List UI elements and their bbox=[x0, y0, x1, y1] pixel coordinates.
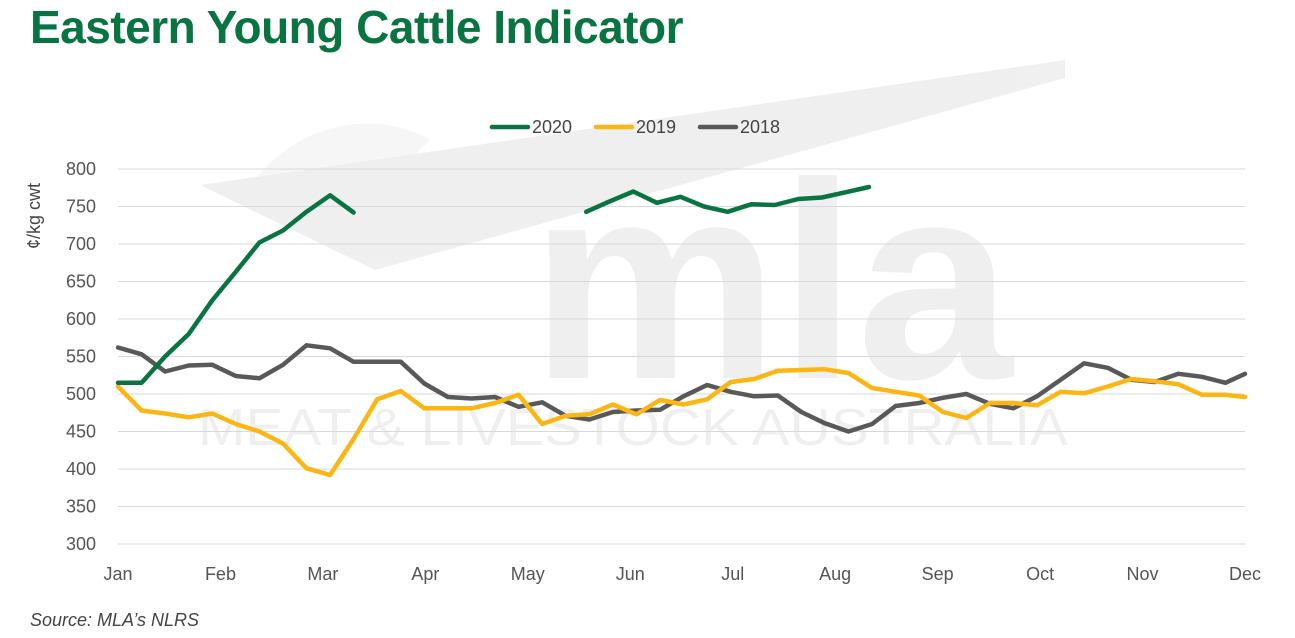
y-tick-label: 450 bbox=[66, 422, 96, 442]
y-tick-label: 800 bbox=[66, 159, 96, 179]
y-tick-label: 400 bbox=[66, 459, 96, 479]
y-tick-label: 650 bbox=[66, 272, 96, 292]
x-tick-label: Aug bbox=[819, 564, 851, 584]
legend-item-2020: 2020 bbox=[489, 117, 572, 137]
y-tick-label: 550 bbox=[66, 347, 96, 367]
x-tick-label: Oct bbox=[1026, 564, 1054, 584]
series-lines bbox=[115, 184, 1248, 478]
y-tick-label: 300 bbox=[66, 534, 96, 554]
x-tick-label: May bbox=[511, 564, 545, 584]
y-axis-label: ¢/kg cwt bbox=[24, 183, 44, 249]
y-tick-label: 750 bbox=[66, 197, 96, 217]
series-line-2018 bbox=[115, 343, 1248, 434]
y-tick-label: 700 bbox=[66, 234, 96, 254]
legend-label: 2018 bbox=[740, 117, 780, 137]
legend-label: 2020 bbox=[532, 117, 572, 137]
source-note: Source: MLA’s NLRS bbox=[30, 610, 200, 630]
x-axis-ticks: Jan Feb Mar Apr May Jun Jul Aug Sep Oct Nov Dec bbox=[103, 564, 1261, 584]
x-tick-label: Feb bbox=[205, 564, 236, 584]
gridlines bbox=[118, 168, 1245, 545]
chart-title: Eastern Young Cattle Indicator bbox=[30, 1, 683, 53]
y-tick-label: 600 bbox=[66, 309, 96, 329]
series-line-2020 bbox=[583, 184, 872, 215]
legend-item-2019: 2019 bbox=[593, 117, 676, 137]
series-line-2019 bbox=[115, 367, 1248, 478]
x-tick-label: Jun bbox=[616, 564, 645, 584]
x-tick-label: Jan bbox=[103, 564, 132, 584]
legend-item-2018: 2018 bbox=[697, 117, 780, 137]
y-tick-label: 350 bbox=[66, 497, 96, 517]
series-line-2020 bbox=[115, 193, 356, 386]
x-tick-label: Apr bbox=[411, 564, 439, 584]
x-tick-label: Jul bbox=[721, 564, 744, 584]
y-tick-label: 500 bbox=[66, 384, 96, 404]
legend-label: 2019 bbox=[636, 117, 676, 137]
legend: 2020 2019 2018 bbox=[489, 117, 780, 137]
x-tick-label: Sep bbox=[922, 564, 954, 584]
x-tick-label: Mar bbox=[307, 564, 338, 584]
y-axis-ticks: 300 350 400 450 500 550 600 650 700 750 800 bbox=[66, 159, 96, 554]
x-tick-label: Dec bbox=[1229, 564, 1261, 584]
x-tick-label: Nov bbox=[1127, 564, 1159, 584]
